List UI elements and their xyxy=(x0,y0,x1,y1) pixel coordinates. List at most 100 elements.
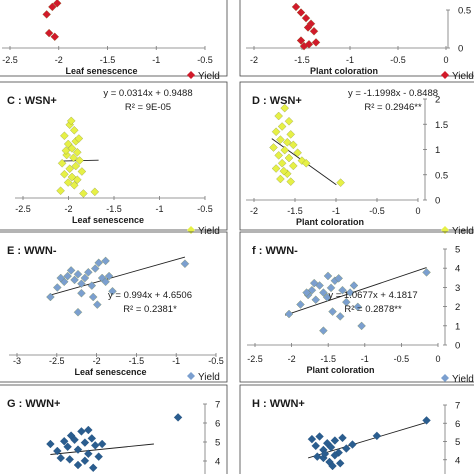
x-tick-label: -2 xyxy=(64,204,72,214)
data-point xyxy=(271,127,281,136)
data-point xyxy=(42,10,51,19)
data-point xyxy=(319,288,328,297)
data-point xyxy=(284,153,294,163)
data-point xyxy=(311,38,321,47)
panel-f: -2.5 -2 -1.5 -1 -0.5 0 5 4 3 2 1 0 f : WWN-y = 1.067… xyxy=(239,231,474,385)
data-point xyxy=(87,281,97,290)
data-point xyxy=(422,268,431,277)
panel-frame xyxy=(0,384,228,474)
data-point xyxy=(53,446,62,456)
data-point xyxy=(289,140,298,150)
data-point xyxy=(338,433,347,443)
panel-frame xyxy=(239,384,474,474)
data-point xyxy=(301,159,311,168)
data-point xyxy=(326,443,336,452)
regression-r2: R² = 0.2878** xyxy=(344,304,402,315)
data-point xyxy=(284,117,294,126)
data-point xyxy=(46,439,55,449)
panel-title: D : WSN+ xyxy=(252,95,302,107)
data-point xyxy=(88,292,98,302)
y-tick-label: 3 xyxy=(455,283,460,294)
x-tick-label: -0.5 xyxy=(208,356,224,366)
data-point xyxy=(338,286,347,295)
data-point xyxy=(277,159,287,168)
data-point xyxy=(349,281,359,290)
legend-label: Yield xyxy=(198,372,220,383)
x-tick-label: -1.5 xyxy=(129,356,145,366)
data-point xyxy=(328,461,337,471)
data-point xyxy=(70,275,79,285)
data-point xyxy=(59,436,69,446)
legend-label: Yield xyxy=(452,374,474,385)
data-point xyxy=(70,181,79,190)
y-tick-label: 2 xyxy=(455,302,460,313)
y-tick-label: 7 xyxy=(215,400,220,411)
data-point xyxy=(101,277,110,287)
data-point xyxy=(291,2,301,12)
data-point xyxy=(271,164,281,173)
y-tick-label: 5 xyxy=(455,437,460,448)
y-tick-label: 5 xyxy=(215,438,220,449)
data-point xyxy=(283,138,292,147)
x-tick-label: 0 xyxy=(415,206,420,216)
legend-marker xyxy=(187,71,195,79)
data-point xyxy=(303,23,313,32)
x-tick-label: -2 xyxy=(250,55,258,65)
data-point xyxy=(80,456,90,466)
data-point xyxy=(311,441,320,451)
panel-frame xyxy=(239,231,474,383)
data-point xyxy=(48,2,57,12)
data-point xyxy=(84,268,93,277)
data-point xyxy=(330,451,340,460)
y-tick-label: 4 xyxy=(215,457,220,468)
y-tick-label: 0 xyxy=(455,341,460,352)
data-point xyxy=(301,13,311,23)
x-tick-label: -1 xyxy=(332,206,340,216)
y-tick-label: 7 xyxy=(455,401,460,412)
data-point xyxy=(296,8,306,17)
x-axis-label: Leaf senescence xyxy=(65,66,137,76)
data-point xyxy=(335,312,345,321)
data-point xyxy=(94,452,103,461)
data-point xyxy=(323,271,333,281)
x-tick-label: -1.5 xyxy=(106,204,122,214)
legend-label: Yield xyxy=(452,71,474,82)
regression-r2: R² = 9E-05 xyxy=(125,102,171,113)
x-tick-label: -1.5 xyxy=(294,55,310,65)
x-tick-label: -2.5 xyxy=(2,55,18,65)
data-point xyxy=(53,283,62,292)
y-tick-label: 5 xyxy=(455,245,460,256)
y-tick-label: 6 xyxy=(215,419,220,430)
data-point xyxy=(296,300,305,309)
y-tick-label: 1.5 xyxy=(435,120,448,131)
x-tick-label: -1.5 xyxy=(287,206,303,216)
panel-d: -2 -1.5 -1 -0.5 0 2 1.5 1 0.5 0 D : WSN+ y = -1.199… xyxy=(239,81,474,237)
data-point xyxy=(77,167,87,176)
data-point xyxy=(80,438,90,447)
x-tick-label: -1 xyxy=(155,204,163,214)
data-point xyxy=(353,302,362,312)
regression-equation: y = 0.994x + 4.6506 xyxy=(108,290,192,301)
panel-b: -2 -1.5 -1 -0.5 0 0.5 0 Plant coloration Yield xyxy=(239,0,474,82)
x-axis-label: Plant coloration xyxy=(310,66,378,76)
legend-marker xyxy=(441,226,449,234)
data-point xyxy=(70,126,79,135)
data-point xyxy=(326,283,336,293)
data-point xyxy=(334,274,343,283)
x-tick-label: -2 xyxy=(55,55,63,65)
data-point xyxy=(296,36,306,45)
data-point xyxy=(71,161,81,171)
trendline xyxy=(307,421,427,459)
data-point xyxy=(73,445,83,454)
data-point xyxy=(65,455,74,464)
data-point xyxy=(84,449,93,459)
data-point xyxy=(315,432,324,441)
x-axis-label: Leaf senescence xyxy=(74,367,146,377)
data-point xyxy=(280,145,289,155)
x-tick-label: -1 xyxy=(346,55,354,65)
regression-r2: R² = 0.2946** xyxy=(364,102,422,113)
data-point xyxy=(97,439,107,449)
regression-equation: y = -1.1998x - 0.8488 xyxy=(348,88,438,99)
data-point xyxy=(276,135,285,144)
legend-label: Yield xyxy=(198,71,220,82)
